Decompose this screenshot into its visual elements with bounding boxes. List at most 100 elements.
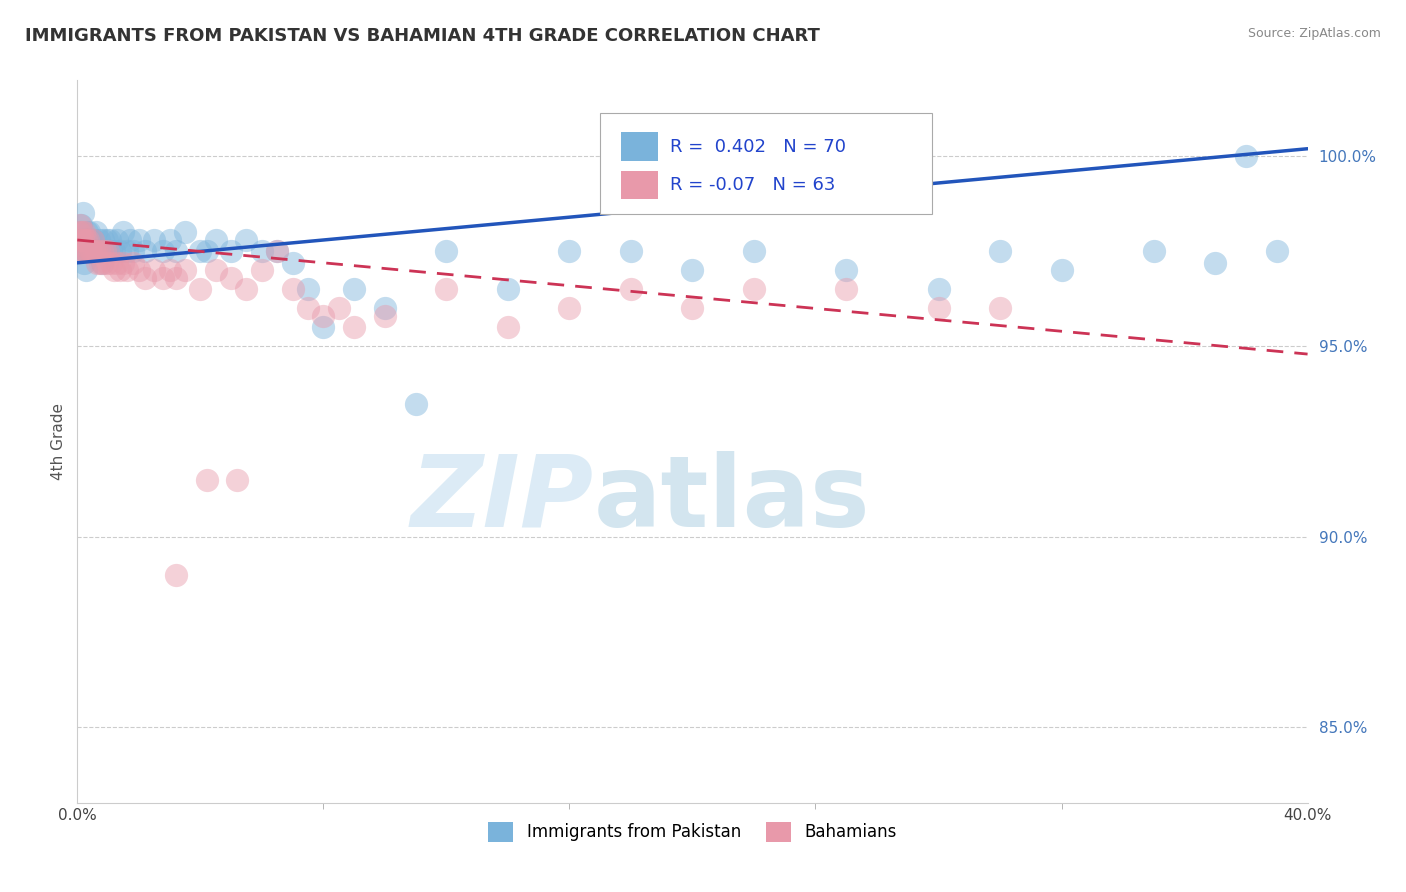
Point: [281, 256, 304, 270]
Point: [219, 244, 242, 259]
Point: [165, 271, 187, 285]
Point: [159, 263, 181, 277]
Point: [436, 244, 458, 259]
Point: [72, 233, 94, 247]
Point: [100, 256, 122, 270]
Point: [281, 282, 304, 296]
Point: [87, 244, 110, 259]
Point: [266, 244, 288, 259]
Point: [620, 282, 643, 296]
Point: [159, 233, 181, 247]
Point: [79, 233, 101, 247]
Legend: Immigrants from Pakistan, Bahamians: Immigrants from Pakistan, Bahamians: [482, 815, 903, 848]
Point: [328, 301, 350, 316]
Point: [67, 233, 90, 247]
Point: [496, 282, 519, 296]
Point: [165, 244, 187, 259]
Point: [97, 244, 120, 259]
Point: [90, 256, 114, 270]
Text: R =  0.402   N = 70: R = 0.402 N = 70: [671, 137, 846, 156]
Point: [128, 263, 150, 277]
Point: [69, 233, 91, 247]
Point: [374, 301, 396, 316]
Text: R = -0.07   N = 63: R = -0.07 N = 63: [671, 176, 835, 194]
Y-axis label: 4th Grade: 4th Grade: [51, 403, 66, 480]
Point: [742, 282, 765, 296]
Point: [80, 244, 103, 259]
Point: [312, 320, 335, 334]
Point: [174, 263, 197, 277]
Point: [312, 309, 335, 323]
Point: [110, 263, 132, 277]
Point: [77, 244, 100, 259]
Point: [250, 244, 273, 259]
Point: [72, 206, 94, 220]
Point: [682, 263, 704, 277]
Point: [121, 244, 143, 259]
Point: [76, 226, 98, 240]
Point: [83, 241, 105, 255]
Point: [112, 226, 135, 240]
Point: [112, 256, 135, 270]
Point: [118, 233, 141, 247]
Point: [128, 233, 150, 247]
Point: [69, 226, 91, 240]
Point: [73, 244, 96, 259]
FancyBboxPatch shape: [621, 170, 658, 200]
Point: [143, 263, 166, 277]
Point: [89, 256, 111, 270]
Point: [174, 226, 197, 240]
Point: [94, 244, 117, 259]
Point: [115, 244, 138, 259]
Point: [195, 473, 218, 487]
Point: [73, 256, 96, 270]
Point: [100, 244, 122, 259]
Point: [143, 233, 166, 247]
Point: [134, 271, 156, 285]
Point: [165, 567, 187, 582]
Point: [72, 233, 94, 247]
Point: [76, 233, 98, 247]
Point: [188, 282, 212, 296]
Point: [75, 233, 97, 247]
Point: [250, 263, 273, 277]
Point: [77, 233, 100, 247]
Point: [82, 233, 104, 247]
Point: [73, 244, 96, 259]
Point: [988, 301, 1011, 316]
Point: [105, 233, 128, 247]
Point: [70, 218, 93, 232]
Point: [928, 282, 950, 296]
Point: [620, 244, 643, 259]
Point: [204, 233, 226, 247]
Point: [84, 226, 107, 240]
Point: [988, 244, 1011, 259]
Point: [928, 301, 950, 316]
FancyBboxPatch shape: [621, 132, 658, 161]
Point: [195, 244, 218, 259]
Point: [86, 256, 108, 270]
Point: [70, 226, 93, 240]
Point: [134, 244, 156, 259]
Point: [496, 320, 519, 334]
Point: [152, 271, 174, 285]
Point: [76, 244, 98, 259]
Point: [266, 244, 288, 259]
Point: [67, 226, 90, 240]
Point: [70, 241, 93, 255]
Point: [73, 226, 96, 240]
Point: [72, 244, 94, 259]
Point: [297, 301, 319, 316]
Point: [343, 320, 366, 334]
Point: [115, 263, 138, 277]
Point: [93, 233, 115, 247]
Point: [98, 233, 121, 247]
Point: [405, 396, 427, 410]
Point: [558, 301, 581, 316]
Point: [110, 244, 132, 259]
FancyBboxPatch shape: [600, 112, 932, 214]
Point: [79, 244, 101, 259]
Point: [188, 244, 212, 259]
Text: atlas: atlas: [595, 450, 870, 548]
Point: [93, 256, 115, 270]
